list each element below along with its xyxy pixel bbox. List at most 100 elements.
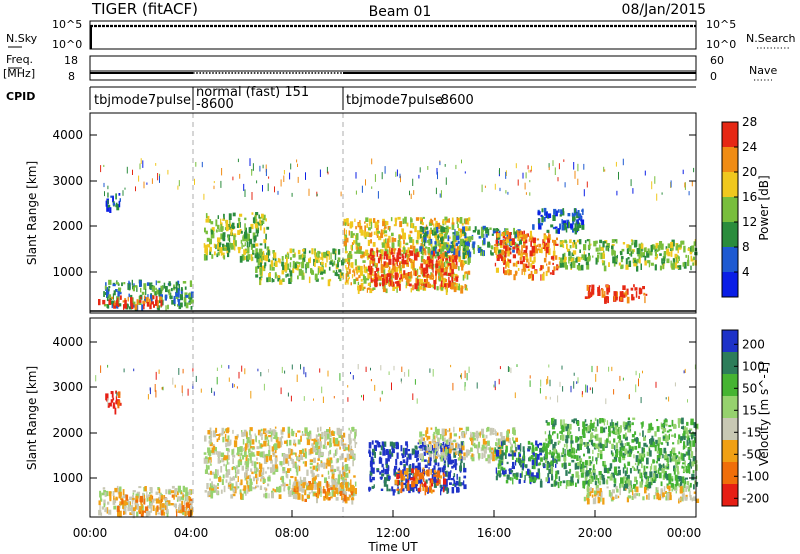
heatmap-cell — [366, 231, 369, 237]
heatmap-cell — [527, 448, 531, 452]
heatmap-cell — [522, 251, 526, 255]
heatmap-cell — [107, 304, 110, 309]
heatmap-cell — [536, 443, 539, 449]
heatmap-cell — [623, 294, 626, 298]
heatmap-cell — [440, 457, 444, 462]
heatmap-cell — [423, 260, 426, 265]
heatmap-cell — [380, 258, 382, 264]
heatmap-cell — [403, 475, 406, 481]
heatmap-cell — [266, 277, 269, 283]
heatmap-cell — [381, 473, 385, 477]
heatmap-cell — [435, 226, 439, 234]
heatmap-cell — [475, 430, 479, 437]
heatmap-cell — [354, 481, 357, 487]
heatmap-cell — [182, 494, 184, 498]
heatmap-cell — [295, 452, 297, 457]
heatmap-cell — [506, 430, 510, 438]
heatmap-cell — [612, 256, 616, 264]
heatmap-cell — [126, 166, 128, 174]
heatmap-cell — [189, 498, 193, 502]
heatmap-cell — [530, 472, 534, 479]
heatmap-cell — [394, 286, 398, 289]
heatmap-cell — [424, 239, 426, 247]
heatmap-cell — [549, 462, 552, 466]
heatmap-cell — [406, 472, 409, 480]
heatmap-cell — [513, 474, 516, 479]
heatmap-cell — [635, 455, 639, 463]
heatmap-cell — [568, 221, 570, 228]
heatmap-cell — [518, 239, 522, 245]
heatmap-cell — [256, 180, 258, 184]
heatmap-cell — [352, 270, 355, 273]
heatmap-cell — [373, 274, 376, 280]
heatmap-cell — [675, 479, 679, 486]
heatmap-cell — [385, 276, 389, 284]
heatmap-cell — [595, 484, 599, 490]
heatmap-cell — [508, 453, 511, 457]
heatmap-cell — [459, 443, 462, 449]
heatmap-cell — [591, 284, 595, 290]
heatmap-cell — [688, 437, 691, 444]
heatmap-cell — [651, 244, 655, 249]
heatmap-cell — [220, 432, 224, 436]
heatmap-cell — [422, 485, 425, 491]
heatmap-cell — [678, 483, 682, 488]
heatmap-cell — [576, 225, 580, 231]
heatmap-cell — [131, 499, 134, 505]
heatmap-cell — [402, 261, 405, 268]
heatmap-cell — [432, 433, 435, 441]
heatmap-cell — [314, 273, 318, 281]
heatmap-cell — [433, 431, 436, 435]
heatmap-cell — [444, 220, 447, 225]
heatmap-cell — [545, 459, 547, 464]
heatmap-cell — [568, 251, 571, 256]
heatmap-cell — [492, 228, 496, 231]
heatmap-cell — [422, 216, 425, 219]
heatmap-cell — [421, 268, 425, 273]
heatmap-cell — [145, 297, 149, 304]
heatmap-cell — [124, 187, 126, 190]
heatmap-cell — [334, 468, 337, 472]
heatmap-cell — [287, 253, 290, 259]
heatmap-cell — [630, 251, 633, 257]
heatmap-cell — [570, 434, 573, 442]
heatmap-cell — [205, 230, 208, 235]
heatmap-cell — [123, 282, 126, 285]
heatmap-cell — [587, 244, 591, 250]
heatmap-cell — [498, 470, 501, 478]
heatmap-cell — [337, 458, 339, 463]
nsky-tick-low: 10^0 — [52, 38, 82, 51]
heatmap-cell — [308, 250, 311, 254]
heatmap-cell — [260, 451, 264, 458]
heatmap-cell — [241, 430, 243, 434]
mode-1-name: tbjmode7pulse — [94, 93, 191, 108]
heatmap-cell — [443, 267, 445, 273]
heatmap-cell — [412, 245, 416, 252]
heatmap-cell — [351, 274, 354, 279]
heatmap-cell — [384, 468, 388, 475]
heatmap-cell — [229, 484, 232, 490]
heatmap-cell — [456, 450, 459, 455]
heatmap-cell — [495, 476, 498, 481]
heatmap-cell — [372, 448, 376, 456]
heatmap-cell — [143, 283, 147, 290]
heatmap-cell — [146, 302, 150, 307]
heatmap-cell — [638, 256, 641, 264]
heatmap-cell — [417, 462, 421, 468]
heatmap-cell — [254, 223, 258, 229]
heatmap-cell — [379, 471, 382, 475]
heatmap-cell — [215, 219, 218, 227]
heatmap-cell — [530, 240, 532, 247]
heatmap-cell — [350, 445, 353, 451]
heatmap-cell — [158, 289, 162, 297]
heatmap-cell — [218, 436, 220, 441]
heatmap-cell — [622, 158, 624, 166]
heatmap-cell — [664, 255, 666, 259]
heatmap-cell — [433, 435, 436, 442]
heatmap-cell — [644, 170, 646, 176]
heatmap-cell — [639, 472, 643, 479]
heatmap-cell — [347, 279, 349, 285]
heatmap-cell — [453, 248, 456, 255]
heatmap-cell — [151, 499, 154, 505]
